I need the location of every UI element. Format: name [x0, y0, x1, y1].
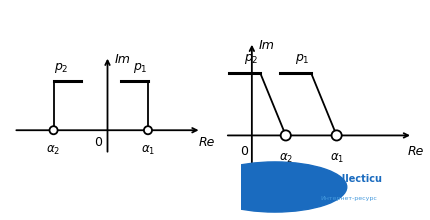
- Circle shape: [281, 130, 291, 141]
- Text: $p_2$: $p_2$: [54, 61, 69, 75]
- Circle shape: [203, 162, 347, 212]
- Circle shape: [49, 126, 58, 134]
- Text: $\alpha_1$: $\alpha_1$: [329, 152, 344, 165]
- Text: $p_1$: $p_1$: [132, 61, 147, 75]
- Text: Re: Re: [199, 136, 215, 149]
- Text: $p_1$: $p_1$: [295, 52, 309, 66]
- Text: Im: Im: [115, 53, 131, 66]
- Text: $0$: $0$: [240, 145, 249, 158]
- Circle shape: [144, 126, 152, 134]
- Text: Intellecticu: Intellecticu: [320, 174, 382, 184]
- Text: Интернет-ресурс: Интернет-ресурс: [320, 196, 377, 201]
- Text: $p_2$: $p_2$: [244, 52, 258, 66]
- Text: Re: Re: [408, 145, 424, 158]
- Text: $0$: $0$: [94, 136, 103, 149]
- Text: $\alpha_2$: $\alpha_2$: [279, 152, 293, 165]
- Text: $\alpha_2$: $\alpha_2$: [46, 144, 61, 157]
- Text: Im: Im: [258, 39, 274, 52]
- Text: $\alpha_1$: $\alpha_1$: [141, 144, 155, 157]
- Circle shape: [332, 130, 342, 141]
